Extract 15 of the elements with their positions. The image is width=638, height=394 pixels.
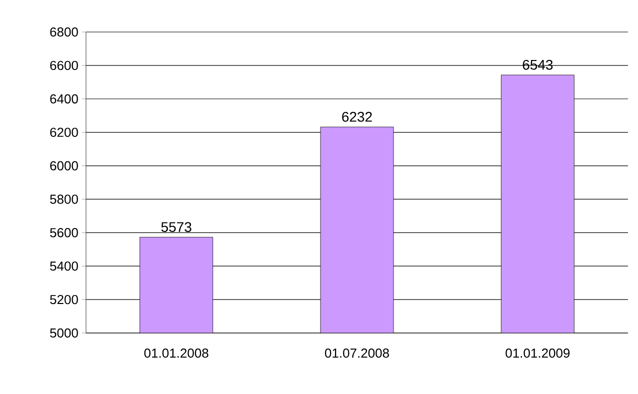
y-tick-label: 5800 [50, 194, 78, 204]
data-label: 5573 [161, 222, 192, 232]
y-tick-label: 6200 [50, 128, 78, 137]
y-tick-label: 6600 [50, 60, 78, 70]
y-tick-label: 6000 [50, 161, 78, 170]
x-tick-label: 01.07.2008 [324, 348, 389, 358]
y-tick-label: 5600 [50, 228, 78, 238]
y-tick-label: 5200 [50, 294, 78, 304]
y-tick-label: 6800 [50, 27, 78, 37]
x-tick-label: 01.01.2008 [144, 348, 208, 358]
data-label: 6232 [342, 112, 372, 122]
y-tick-label: 5000 [50, 328, 78, 338]
y-tick-label: 5400 [50, 262, 78, 271]
x-tick-label: 01.01.2009 [506, 348, 570, 358]
y-tick-label: 6400 [50, 94, 78, 104]
